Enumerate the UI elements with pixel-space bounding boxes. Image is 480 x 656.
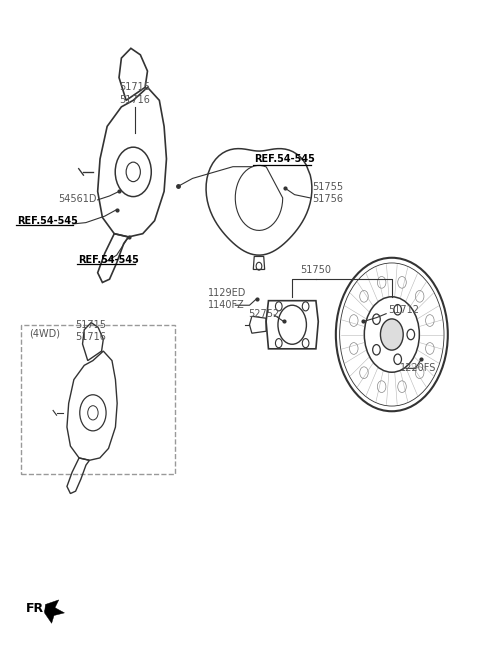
Text: (4WD): (4WD) [29, 328, 60, 338]
Text: 52752: 52752 [249, 310, 280, 319]
Text: 51715
51716: 51715 51716 [119, 83, 150, 105]
Circle shape [394, 304, 401, 315]
Text: 1220FS: 1220FS [400, 363, 437, 373]
Circle shape [407, 329, 415, 340]
Text: 54561D: 54561D [58, 194, 96, 204]
Text: 51755
51756: 51755 51756 [312, 182, 343, 204]
Text: REF.54-545: REF.54-545 [17, 216, 78, 226]
Text: REF.54-545: REF.54-545 [78, 255, 139, 266]
Circle shape [372, 314, 380, 325]
Polygon shape [235, 165, 283, 230]
Circle shape [394, 354, 401, 365]
Text: 51715
51716: 51715 51716 [75, 320, 106, 342]
Text: REF.54-545: REF.54-545 [254, 154, 315, 164]
Circle shape [372, 344, 380, 355]
Circle shape [381, 319, 403, 350]
Text: 1129ED
1140FZ: 1129ED 1140FZ [208, 287, 246, 310]
Polygon shape [45, 600, 64, 623]
Text: 51750: 51750 [300, 264, 331, 275]
Bar [21, 325, 175, 474]
Text: FR.: FR. [25, 602, 48, 615]
Text: 51712: 51712 [388, 306, 419, 316]
